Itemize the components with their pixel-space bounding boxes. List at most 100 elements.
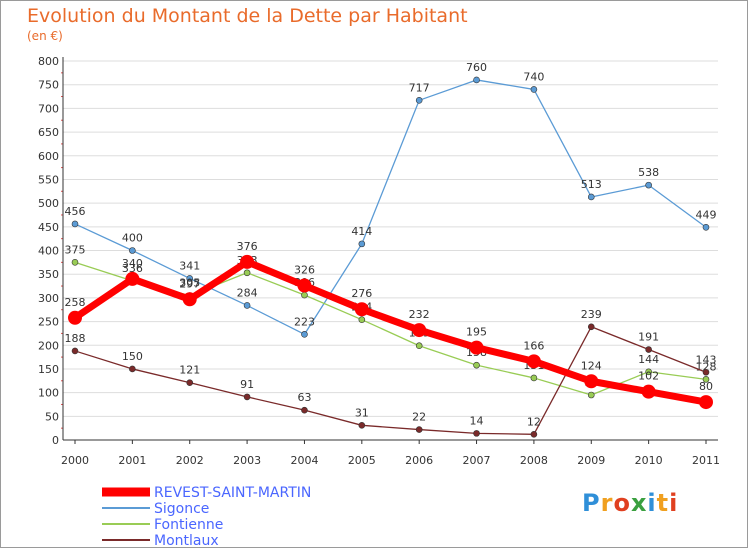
proxiti-logo: Proxiti [582,489,678,517]
data-label-fontienne: 375 [65,243,86,256]
data-point-revest-saint-martin [469,340,484,355]
data-label-sigonce: 341 [179,259,200,272]
data-label-fontienne: 144 [638,353,659,366]
data-point-montlaux [645,346,652,353]
data-label-montlaux: 150 [122,350,143,363]
y-tick-label: 250 [38,316,59,329]
data-label-sigonce: 223 [294,315,315,328]
x-tick-label: 2006 [405,454,433,467]
data-point-sigonce [186,275,194,282]
chart-title: Evolution du Montant de la Dette par Hab… [27,5,468,27]
data-label-montlaux: 121 [179,364,200,377]
data-point-fontienne [645,368,652,376]
data-label-revest-saint-martin: 297 [179,277,200,290]
legend-label-sigonce: Sigonce [154,501,209,517]
logo-letter: t [656,489,670,517]
data-label-montlaux: 239 [581,308,602,321]
data-label-sigonce: 456 [65,205,86,218]
data-label-revest-saint-martin: 124 [581,359,602,372]
series-line-fontienne [74,261,707,396]
data-label-montlaux: 143 [696,353,717,366]
data-label-sigonce: 740 [523,70,544,83]
y-tick-label: 400 [38,245,59,258]
series-line-revest-saint-martin [71,258,710,406]
data-point-sigonce [645,181,652,189]
data-label-revest-saint-martin: 102 [638,370,659,383]
data-point-revest-saint-martin [240,254,255,269]
logo-letter: P [582,489,601,517]
y-tick-label: 300 [38,292,59,305]
data-label-sigonce: 400 [122,232,143,245]
data-label-montlaux: 12 [527,415,541,428]
logo-letter: i [669,489,679,517]
data-label-montlaux: 91 [240,378,254,391]
x-tick-label: 2004 [290,454,318,467]
data-label-revest-saint-martin: 276 [351,287,372,300]
data-label-revest-saint-martin: 195 [466,326,487,339]
data-point-revest-saint-martin [68,310,82,325]
data-label-sigonce: 284 [237,286,258,299]
x-tick-label: 2000 [61,454,89,467]
data-label-fontienne: 336 [122,262,143,275]
data-label-montlaux: 191 [638,331,659,344]
logo-letter: r [600,489,614,517]
data-label-sigonce: 717 [409,81,430,94]
logo-letter: x [630,489,648,517]
data-label-revest-saint-martin: 340 [122,257,143,270]
data-label-sigonce: 760 [466,61,487,74]
data-point-revest-saint-martin [412,323,427,338]
data-label-montlaux: 63 [297,391,311,404]
x-tick-label: 2010 [635,454,663,467]
data-label-fontienne: 305 [179,277,200,290]
data-label-montlaux: 14 [470,414,484,427]
data-point-revest-saint-martin [526,354,541,369]
data-label-revest-saint-martin: 258 [65,296,86,309]
chart-subtitle: (en €) [27,29,63,43]
data-point-fontienne [702,376,710,383]
data-point-montlaux [301,406,308,414]
data-point-montlaux [243,393,251,401]
data-point-fontienne [530,374,538,382]
data-point-fontienne [415,342,423,350]
y-tick-label: 100 [38,387,59,400]
data-point-montlaux [71,347,79,355]
y-tick-label: 50 [45,410,59,423]
data-label-sigonce: 538 [638,166,659,179]
x-tick-label: 2001 [118,454,146,467]
data-point-sigonce [702,223,710,231]
x-tick-label: 2002 [176,454,204,467]
data-point-revest-saint-martin [641,384,656,399]
data-point-revest-saint-martin [125,271,140,286]
data-label-sigonce: 414 [351,225,372,238]
logo-letter: i [647,489,657,517]
y-tick-label: 150 [38,363,59,376]
x-tick-label: 2005 [348,454,376,467]
data-point-revest-saint-martin [297,278,312,293]
data-point-fontienne [243,269,251,277]
data-point-montlaux [358,422,366,429]
x-tick-label: 2011 [692,454,720,467]
y-tick-label: 450 [38,221,59,234]
data-point-montlaux [702,368,710,376]
data-point-montlaux [587,323,595,331]
data-point-sigonce [358,240,366,248]
x-tick-label: 2003 [233,454,261,467]
data-point-sigonce [243,302,251,309]
data-point-fontienne [71,259,79,266]
data-point-fontienne [301,291,308,299]
y-tick-label: 200 [38,339,59,352]
data-label-montlaux: 188 [65,332,86,345]
data-label-revest-saint-martin: 376 [237,240,258,253]
data-label-revest-saint-martin: 232 [409,308,430,321]
data-point-revest-saint-martin [354,302,369,317]
data-point-revest-saint-martin [699,395,713,410]
data-label-revest-saint-martin: 166 [523,339,544,352]
data-point-revest-saint-martin [584,374,599,389]
y-tick-label: 0 [52,434,59,447]
data-point-sigonce [129,247,136,254]
x-tick-label: 2007 [463,454,491,467]
legend-label-montlaux: Montlaux [154,533,219,549]
y-tick-label: 700 [38,102,59,115]
